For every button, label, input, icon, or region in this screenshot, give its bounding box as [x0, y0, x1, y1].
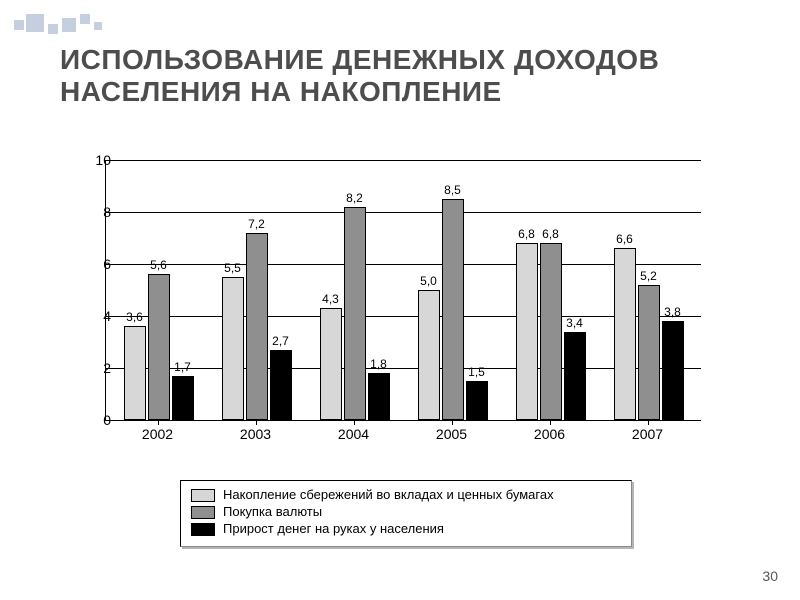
chart-legend: Накопление сбережений во вкладах и ценны… [180, 480, 632, 547]
data-label: 6,8 [542, 227, 559, 241]
x-tick-mark [354, 420, 355, 425]
bar [320, 308, 342, 420]
bar [222, 277, 244, 420]
data-label: 7,2 [248, 217, 265, 231]
bar [418, 290, 440, 420]
bar [246, 233, 268, 420]
data-label: 6,6 [616, 232, 633, 246]
legend-swatch [191, 489, 215, 502]
bar [148, 274, 170, 420]
data-label: 5,0 [420, 274, 437, 288]
data-label: 2,7 [272, 334, 289, 348]
x-tick-label: 2006 [534, 426, 565, 442]
grid-line [106, 316, 701, 317]
bar [564, 332, 586, 420]
data-label: 1,7 [174, 360, 191, 374]
legend-swatch [191, 506, 215, 519]
grid-line [106, 212, 701, 213]
y-tick-label: 6 [81, 256, 111, 272]
bar [662, 321, 684, 420]
data-label: 3,4 [566, 316, 583, 330]
y-tick-label: 10 [81, 152, 111, 168]
bar [172, 376, 194, 420]
data-label: 5,6 [150, 258, 167, 272]
x-tick-label: 2002 [142, 426, 173, 442]
x-tick-mark [158, 420, 159, 425]
x-tick-label: 2005 [436, 426, 467, 442]
x-tick-label: 2004 [338, 426, 369, 442]
grid-line [106, 160, 701, 161]
y-tick-label: 0 [81, 412, 111, 428]
bar [442, 199, 464, 420]
data-label: 3,8 [664, 305, 681, 319]
bar-chart: 3,6 5,6 1,7 5,5 7,2 2,7 4,3 8,2 1,8 5,0 8,5 1,5 6,8 6… [75, 160, 715, 460]
legend-item: Накопление сбережений во вкладах и ценны… [191, 487, 621, 504]
data-label: 1,5 [468, 365, 485, 379]
data-label: 1,8 [370, 357, 387, 371]
bar [540, 243, 562, 420]
legend-item: Покупка валюты [191, 504, 621, 521]
data-label: 5,2 [640, 269, 657, 283]
y-tick-label: 8 [81, 204, 111, 220]
bar [344, 207, 366, 420]
data-label: 4,3 [322, 292, 339, 306]
grid-line [106, 368, 701, 369]
data-label: 8,5 [444, 183, 461, 197]
bar [124, 326, 146, 420]
plot-area: 3,6 5,6 1,7 5,5 7,2 2,7 4,3 8,2 1,8 5,0 8,5 1,5 6,8 6… [105, 160, 701, 421]
legend-item: Прирост денег на руках у населения [191, 521, 621, 538]
x-tick-mark [550, 420, 551, 425]
bar [270, 350, 292, 420]
legend-label: Накопление сбережений во вкладах и ценны… [223, 487, 554, 504]
bar [466, 381, 488, 420]
bar [638, 285, 660, 420]
x-tick-label: 2007 [632, 426, 663, 442]
y-tick-label: 2 [81, 360, 111, 376]
x-tick-mark [256, 420, 257, 425]
corner-decoration [14, 14, 124, 44]
x-tick-mark [452, 420, 453, 425]
page-number: 30 [762, 568, 778, 584]
grid-line [106, 264, 701, 265]
data-label: 6,8 [518, 227, 535, 241]
data-label: 5,5 [224, 261, 241, 275]
legend-label: Прирост денег на руках у населения [223, 521, 444, 538]
y-tick-label: 4 [81, 308, 111, 324]
legend-label: Покупка валюты [223, 504, 322, 521]
legend-swatch [191, 523, 215, 536]
data-label: 3,6 [126, 310, 143, 324]
data-label: 8,2 [346, 191, 363, 205]
page-title: ИСПОЛЬЗОВАНИЕ ДЕНЕЖНЫХ ДОХОДОВ НАСЕЛЕНИЯ… [60, 44, 760, 108]
x-tick-label: 2003 [240, 426, 271, 442]
x-tick-mark [648, 420, 649, 425]
bar [368, 373, 390, 420]
slide-root: ИСПОЛЬЗОВАНИЕ ДЕНЕЖНЫХ ДОХОДОВ НАСЕЛЕНИЯ… [0, 0, 800, 600]
bar [614, 248, 636, 420]
bar [516, 243, 538, 420]
